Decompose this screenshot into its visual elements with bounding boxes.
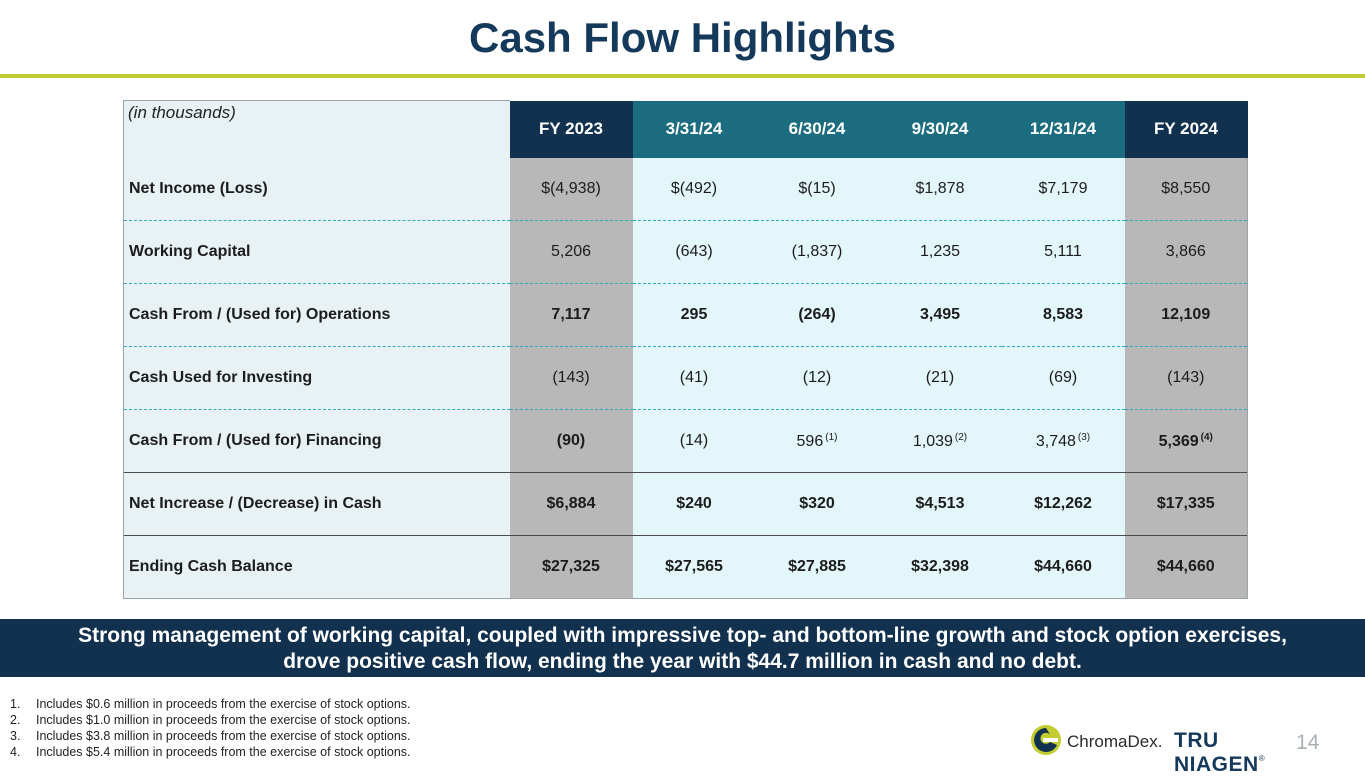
- table-cell: $8,550: [1124, 158, 1248, 221]
- table-row-ending-cash: Ending Cash Balance $27,325 $27,565 $27,…: [123, 535, 1248, 599]
- table-cell: (143): [509, 346, 633, 410]
- column-header: 9/30/24: [878, 100, 1002, 158]
- table-cell: (14): [632, 409, 756, 473]
- table-cell: $6,884: [509, 472, 633, 536]
- table-cell: (1,837): [755, 220, 879, 284]
- table-cell: $27,885: [755, 535, 879, 599]
- footnote-item: 4. Includes $5.4 million in proceeds from…: [10, 745, 411, 759]
- footnote-item: 2. Includes $1.0 million in proceeds from…: [10, 713, 411, 727]
- column-header: FY 2024: [1124, 100, 1248, 158]
- table-cell: $27,325: [509, 535, 633, 599]
- footnote-ref: (2): [954, 431, 968, 443]
- table-cell: 5,111: [1001, 220, 1125, 284]
- tru-niagen-wordmark: TRU NIAGEN®: [1174, 729, 1266, 776]
- table-header-row: (in thousands) FY 2023 3/31/24 6/30/24 9…: [123, 100, 1248, 158]
- banner-line-1: Strong management of working capital, co…: [78, 624, 1287, 647]
- chromadex-wordmark: ChromaDex.: [1067, 732, 1163, 751]
- title-underline: [0, 74, 1365, 78]
- table-cell: (41): [632, 346, 756, 410]
- table-cell: (143): [1124, 346, 1248, 410]
- table-cell: (69): [1001, 346, 1125, 410]
- cash-flow-table: (in thousands) FY 2023 3/31/24 6/30/24 9…: [123, 100, 1248, 599]
- row-label: Cash Used for Investing: [123, 346, 510, 410]
- table-cell: $44,660: [1124, 535, 1248, 599]
- column-header: 12/31/24: [1001, 100, 1125, 158]
- table-cell: $(492): [632, 158, 756, 221]
- footnote-item: 3. Includes $3.8 million in proceeds from…: [10, 729, 411, 743]
- table-cell: $1,878: [878, 158, 1002, 221]
- footnote-item: 1. Includes $0.6 million in proceeds from…: [10, 697, 411, 711]
- units-label: (in thousands): [123, 100, 510, 158]
- table-cell: 8,583: [1001, 283, 1125, 347]
- table-cell: $240: [632, 472, 756, 536]
- column-header: 3/31/24: [632, 100, 756, 158]
- table-cell: 1,039 (2): [878, 409, 1002, 473]
- table-row-net-income: Net Income (Loss) $(4,938) $(492) $(15) …: [123, 158, 1248, 221]
- table-cell: $(15): [755, 158, 879, 221]
- table-cell: (643): [632, 220, 756, 284]
- table-cell: $12,262: [1001, 472, 1125, 536]
- column-header: 6/30/24: [755, 100, 879, 158]
- row-label: Cash From / (Used for) Operations: [123, 283, 510, 347]
- table-cell: $32,398: [878, 535, 1002, 599]
- table-cell: (264): [755, 283, 879, 347]
- table-cell: 3,866: [1124, 220, 1248, 284]
- chromadex-logo-icon: [1031, 725, 1061, 755]
- table-cell: (90): [509, 409, 633, 473]
- table-row-investing: Cash Used for Investing (143) (41) (12) …: [123, 346, 1248, 410]
- row-label: Ending Cash Balance: [123, 535, 510, 599]
- banner-line-2: drove positive cash flow, ending the yea…: [283, 650, 1082, 673]
- summary-banner: Strong management of working capital, co…: [0, 619, 1365, 677]
- table-row-working-capital: Working Capital 5,206 (643) (1,837) 1,23…: [123, 220, 1248, 284]
- table-cell: 1,235: [878, 220, 1002, 284]
- table-cell: 596 (1): [755, 409, 879, 473]
- row-label: Net Increase / (Decrease) in Cash: [123, 472, 510, 536]
- table-cell: $320: [755, 472, 879, 536]
- table-row-operations: Cash From / (Used for) Operations 7,117 …: [123, 283, 1248, 347]
- footnote-ref: (3): [1077, 431, 1091, 443]
- table-cell: $17,335: [1124, 472, 1248, 536]
- table-cell: 5,369 (4): [1124, 409, 1248, 473]
- table-cell: 3,748 (3): [1001, 409, 1125, 473]
- row-label: Working Capital: [123, 220, 510, 284]
- table-cell: 5,206: [509, 220, 633, 284]
- page-number: 14: [1296, 731, 1320, 754]
- table-cell: $4,513: [878, 472, 1002, 536]
- table-cell: $(4,938): [509, 158, 633, 221]
- table-row-financing: Cash From / (Used for) Financing (90) (1…: [123, 409, 1248, 473]
- table-cell: 295: [632, 283, 756, 347]
- table-cell: $7,179: [1001, 158, 1125, 221]
- footnote-ref: (4): [1200, 431, 1213, 443]
- column-header: FY 2023: [509, 100, 633, 158]
- table-cell: (21): [878, 346, 1002, 410]
- company-logo: ChromaDex. TRU NIAGEN®: [1030, 724, 1286, 776]
- table-cell: 7,117: [509, 283, 633, 347]
- page-title: Cash Flow Highlights: [469, 14, 896, 61]
- row-label: Cash From / (Used for) Financing: [123, 409, 510, 473]
- footnotes-list: 1. Includes $0.6 million in proceeds from…: [10, 696, 411, 760]
- footnote-ref: (1): [825, 431, 838, 443]
- table-cell: (12): [755, 346, 879, 410]
- table-cell: $27,565: [632, 535, 756, 599]
- table-cell: $44,660: [1001, 535, 1125, 599]
- row-label: Net Income (Loss): [123, 158, 510, 221]
- table-cell: 3,495: [878, 283, 1002, 347]
- table-cell: 12,109: [1124, 283, 1248, 347]
- table-row-net-increase: Net Increase / (Decrease) in Cash $6,884…: [123, 472, 1248, 536]
